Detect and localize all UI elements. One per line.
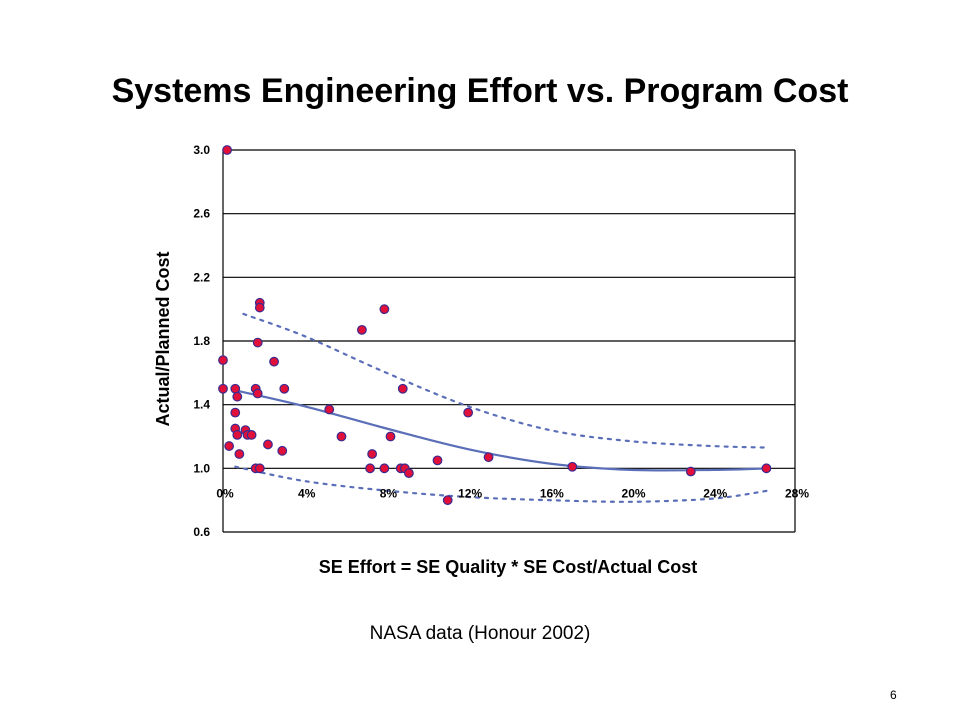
data-point xyxy=(222,145,232,155)
data-point xyxy=(252,337,263,348)
lower-bound-curve xyxy=(234,465,770,503)
y-tick-label: 3.0 xyxy=(193,143,210,157)
y-tick-label: 1.0 xyxy=(193,461,210,475)
x-tick-label: 4% xyxy=(298,486,316,500)
figure-caption: NASA data (Honour 2002) xyxy=(369,623,591,644)
data-point xyxy=(279,383,290,394)
data-point xyxy=(230,407,241,418)
x-tick-label: 16% xyxy=(540,486,564,500)
data-point xyxy=(404,468,414,479)
data-point xyxy=(385,431,396,442)
upper-bound-curve xyxy=(242,312,770,449)
data-point xyxy=(232,391,243,402)
x-tick-label: 24% xyxy=(703,486,727,500)
data-point xyxy=(224,441,235,451)
data-point xyxy=(761,463,772,474)
data-point xyxy=(263,439,273,450)
data-point xyxy=(246,430,257,440)
x-axis-title: SE Effort = SE Quality * SE Cost/Actual … xyxy=(319,557,698,577)
data-point xyxy=(324,404,335,415)
y-tick-label: 1.8 xyxy=(193,334,210,348)
data-point xyxy=(269,356,279,367)
data-point xyxy=(379,463,390,474)
data-point xyxy=(336,431,347,442)
tick-labels: 0.6 1.0 1.4 1.8 2.2 2.6 3.0 0% 4% 8% 12% 16% 20% 24% 2… xyxy=(193,143,809,539)
axes xyxy=(222,150,796,533)
x-tick-label: 28% xyxy=(785,486,809,500)
data-point xyxy=(397,383,408,394)
data-point xyxy=(232,430,243,440)
data-point xyxy=(432,455,443,466)
data-point xyxy=(218,383,228,394)
x-tick-label: 0% xyxy=(216,486,234,500)
page-number: 6 xyxy=(890,688,897,702)
data-point xyxy=(218,355,228,366)
data-points xyxy=(218,145,772,506)
x-tick-label: 12% xyxy=(458,486,482,500)
data-point xyxy=(379,304,390,315)
data-point xyxy=(277,445,288,456)
data-point xyxy=(685,466,696,477)
y-tick-label: 2.2 xyxy=(193,270,210,284)
x-tick-label: 20% xyxy=(622,486,646,500)
data-point xyxy=(254,302,265,313)
data-point xyxy=(463,407,474,418)
data-point xyxy=(567,461,578,472)
y-tick-label: 2.6 xyxy=(193,207,210,221)
x-tick-label: 8% xyxy=(380,486,398,500)
slide-title: Systems Engineering Effort vs. Program C… xyxy=(111,72,849,110)
data-point xyxy=(367,449,378,459)
data-point xyxy=(234,449,245,459)
data-point xyxy=(483,452,494,463)
y-axis-title: Actual/Planned Cost xyxy=(153,251,173,426)
trend-curve xyxy=(235,389,769,472)
data-point xyxy=(365,463,375,474)
y-tick-label: 1.4 xyxy=(193,398,210,412)
data-point xyxy=(254,463,265,474)
y-tick-label: 0.6 xyxy=(193,525,210,539)
data-point xyxy=(230,383,241,394)
data-point xyxy=(442,495,453,506)
data-point xyxy=(252,388,263,399)
grid-lines xyxy=(223,149,795,469)
data-point xyxy=(357,324,367,335)
